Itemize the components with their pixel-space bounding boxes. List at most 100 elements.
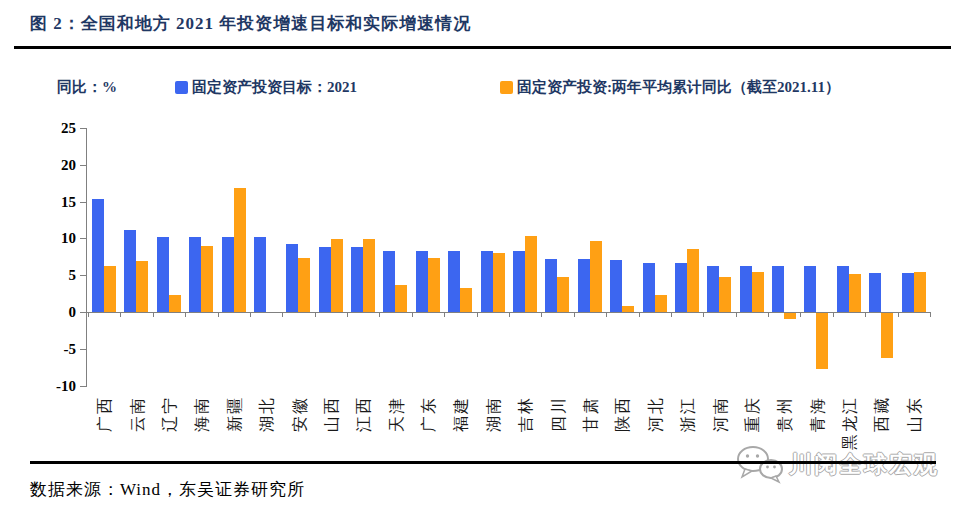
target-bar-贵州 [772,266,784,312]
x-axis-category-label: 陕西 [613,396,631,466]
x-axis-tick [185,312,186,317]
x-axis-tick [282,312,283,317]
actual-bar-浙江 [687,249,699,312]
x-axis-tick [412,312,413,317]
target-bar-重庆 [740,266,752,312]
x-axis-tick [833,312,834,317]
wechat-icon [735,444,785,484]
data-source-note: 数据来源：Wind，东吴证券研究所 [30,478,305,501]
actual-bar-江西 [363,239,375,312]
actual-bar-河南 [719,277,731,312]
x-axis-tick [379,312,380,317]
x-axis-tick [671,312,672,317]
target-bar-江西 [351,247,363,312]
target-bar-湖北 [254,237,266,312]
target-bar-河北 [643,263,655,312]
x-axis-tick [218,312,219,317]
y-axis-label: -10 [28,377,76,395]
y-axis-label: 20 [28,156,76,174]
x-axis-category-text: 山西 [322,396,343,432]
x-axis-category-label: 湖北 [257,396,275,466]
x-axis-category-text: 天津 [387,396,408,432]
x-axis-category-text: 新疆 [225,396,246,432]
actual-bar-河北 [655,295,667,312]
footer-divider [30,461,936,464]
target-bar-湖南 [481,251,493,312]
x-axis-tick [800,312,801,317]
x-axis-category-text: 重庆 [743,396,764,432]
target-bar-广东 [416,251,428,312]
x-axis-tick [574,312,575,317]
x-axis-tick [768,312,769,317]
actual-bar-山西 [331,239,343,312]
y-axis-tick [80,165,87,166]
x-axis-tick [250,312,251,317]
x-axis-tick [865,312,866,317]
actual-bar-湖南 [493,253,505,312]
x-axis-category-text: 云南 [128,396,149,432]
actual-bar-青海 [816,313,828,369]
x-axis-tick [898,312,899,317]
x-axis-category-text: 贵州 [775,396,796,432]
x-axis-tick [444,312,445,317]
actual-bar-陕西 [622,306,634,312]
y-axis-line [86,128,87,386]
y-axis-label: -5 [28,340,76,358]
x-axis-tick [509,312,510,317]
actual-bar-天津 [395,285,407,312]
x-axis-category-label: 海南 [192,396,210,466]
x-axis-category-label: 河北 [646,396,664,466]
y-axis-tick [80,275,87,276]
y-axis-tick [80,238,87,239]
x-axis-category-label: 广西 [95,396,113,466]
actual-bar-福建 [460,288,472,312]
target-bar-安徽 [286,244,298,312]
target-bar-天津 [383,251,395,312]
x-axis-category-text: 河北 [646,396,667,432]
x-axis-tick [703,312,704,317]
target-bar-广西 [92,199,104,312]
actual-bar-广西 [104,266,116,312]
x-axis-category-label: 吉林 [516,396,534,466]
x-axis-category-text: 浙江 [678,396,699,432]
actual-bar-安徽 [298,258,310,312]
x-axis-category-label: 山西 [322,396,340,466]
target-bar-辽宁 [157,237,169,312]
y-axis-tick [80,202,87,203]
x-axis-tick [541,312,542,317]
y-axis-label: 25 [28,119,76,137]
target-bar-云南 [124,230,136,312]
x-axis-line [86,312,930,313]
target-bar-新疆 [222,237,234,312]
actual-bar-黑龙江 [849,274,861,312]
actual-bar-吉林 [525,236,537,312]
watermark: 川阅全球宏观 [735,444,939,484]
target-bar-甘肃 [578,259,590,312]
actual-bar-甘肃 [590,241,602,312]
y-axis-tick [80,386,87,387]
actual-bar-重庆 [752,272,764,312]
target-bar-浙江 [675,263,687,312]
x-axis-category-label: 新疆 [225,396,243,466]
actual-bar-新疆 [234,188,246,312]
x-axis-category-text: 吉林 [516,396,537,432]
x-axis-category-text: 福建 [451,396,472,432]
target-bar-吉林 [513,251,525,312]
target-bar-青海 [804,266,816,312]
actual-bar-山东 [914,272,926,312]
x-axis-tick [930,312,931,317]
y-axis-label: 10 [28,229,76,247]
x-axis-tick [639,312,640,317]
x-axis-category-text: 山东 [905,396,926,432]
x-axis-category-text: 广东 [419,396,440,432]
y-axis-label: 5 [28,266,76,284]
x-axis-tick [477,312,478,317]
target-bar-山西 [319,247,331,312]
x-axis-category-label: 广东 [419,396,437,466]
x-axis-category-text: 江西 [354,396,375,432]
x-axis-category-text: 四川 [549,396,570,432]
x-axis-category-text: 甘肃 [581,396,602,432]
x-axis-category-label: 浙江 [678,396,696,466]
target-bar-西藏 [869,273,881,312]
x-axis-category-text: 广西 [95,396,116,432]
